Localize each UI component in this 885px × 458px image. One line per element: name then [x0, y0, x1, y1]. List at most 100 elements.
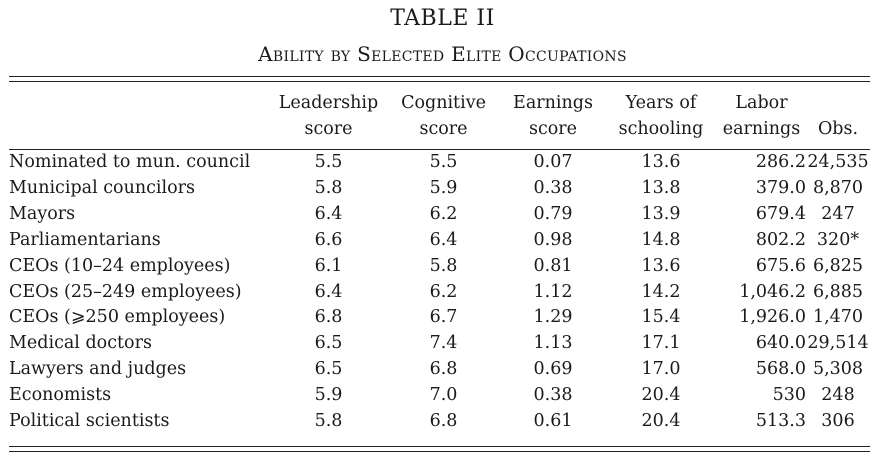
- cell-labor-earnings: 675.6: [755, 255, 806, 276]
- table-caption: Ability by Selected Elite Occupations: [258, 42, 627, 66]
- table-row: Nominated to mun. council 5.5 5.5 0.07 13.6 2…: [9, 150, 870, 176]
- cell-leadership: 6.8: [314, 307, 343, 328]
- cell-cognitive: 6.8: [429, 359, 458, 380]
- cell-obs: 24,535: [807, 152, 869, 172]
- cell-leadership: 6.1: [314, 255, 343, 276]
- header-row: Leadership score Cognitive score Earnings s…: [9, 88, 870, 150]
- cell-obs: 306: [821, 411, 855, 432]
- cell-schooling: 13.8: [641, 177, 681, 198]
- table-row: Medical doctors 6.5 7.4 1.13 17.1 640.0 29,514: [9, 331, 870, 357]
- cell-cognitive: 5.8: [429, 255, 458, 276]
- row-label: Economists: [9, 385, 112, 406]
- cell-cognitive: 6.7: [429, 307, 458, 328]
- cell-obs: 248: [821, 385, 855, 406]
- table-row: CEOs (⩾250 employees) 6.8 6.7 1.29 15.4 1,926…: [9, 305, 870, 331]
- cell-earnings-score: 0.38: [533, 177, 573, 198]
- cell-labor-earnings: 530: [772, 385, 806, 406]
- cell-leadership: 5.8: [314, 177, 343, 198]
- cell-cognitive: 7.4: [429, 333, 458, 354]
- cell-labor-earnings: 513.3: [755, 411, 806, 432]
- cell-obs: 247: [821, 203, 855, 224]
- top-rule-lower: [9, 81, 870, 82]
- cell-labor-earnings: 286.2: [755, 152, 806, 172]
- cell-earnings-score: 0.81: [533, 255, 573, 276]
- cell-labor-earnings: 1,046.2: [739, 281, 806, 302]
- row-label: CEOs (⩾250 employees): [9, 307, 226, 328]
- cell-cognitive: 6.2: [429, 281, 458, 302]
- cell-leadership: 6.4: [314, 203, 343, 224]
- table-row: CEOs (10–24 employees) 6.1 5.8 0.81 13.6 675.…: [9, 254, 870, 280]
- row-label: Medical doctors: [9, 333, 152, 354]
- column-header-schooling: Years of schooling: [605, 88, 717, 150]
- cell-cognitive: 5.5: [429, 152, 458, 172]
- table-row: Economists 5.9 7.0 0.38 20.4 530 248: [9, 383, 870, 409]
- table-row: Lawyers and judges 6.5 6.8 0.69 17.0 568.0 5,3…: [9, 357, 870, 383]
- cell-cognitive: 7.0: [429, 385, 458, 406]
- cell-earnings-score: 1.13: [533, 333, 573, 354]
- row-label: Mayors: [9, 203, 76, 224]
- cell-earnings-score: 1.29: [533, 307, 573, 328]
- cell-leadership: 6.5: [314, 359, 343, 380]
- table-title: TABLE II: [390, 6, 495, 31]
- column-header-label: [9, 88, 271, 150]
- top-rule-upper: [9, 76, 870, 77]
- cell-schooling: 20.4: [641, 411, 681, 432]
- column-header-obs: Obs.: [806, 88, 870, 150]
- row-label: Parliamentarians: [9, 229, 161, 250]
- column-header-leadership: Leadership score: [271, 88, 386, 150]
- column-header-earnings-score: Earnings score: [501, 88, 605, 150]
- row-label: CEOs (25–249 employees): [9, 281, 242, 302]
- bottom-rule-lower: [9, 451, 870, 452]
- bottom-rule-upper: [9, 446, 870, 447]
- cell-schooling: 15.4: [641, 307, 681, 328]
- cell-leadership: 6.5: [314, 333, 343, 354]
- cell-schooling: 13.6: [641, 152, 681, 172]
- cell-obs: 6,885: [812, 281, 864, 302]
- cell-obs: 320*: [816, 229, 860, 250]
- cell-obs: 1,470: [812, 307, 864, 328]
- row-label: Nominated to mun. council: [9, 152, 251, 172]
- cell-labor-earnings: 640.0: [755, 333, 806, 354]
- table-row: Parliamentarians 6.6 6.4 0.98 14.8 802.2 320*: [9, 228, 870, 254]
- cell-labor-earnings: 1,926.0: [739, 307, 806, 328]
- column-header-labor-earnings: Labor earnings: [717, 88, 806, 150]
- cell-labor-earnings: 802.2: [755, 229, 806, 250]
- table-row: Political scientists 5.8 6.8 0.61 20.4 513.3 3…: [9, 409, 870, 435]
- cell-obs: 5,308: [812, 359, 864, 380]
- cell-leadership: 6.6: [314, 229, 343, 250]
- cell-schooling: 17.1: [641, 333, 681, 354]
- cell-schooling: 13.6: [641, 255, 681, 276]
- table-row: CEOs (25–249 employees) 6.4 6.2 1.12 14.2 1,0…: [9, 280, 870, 306]
- cell-earnings-score: 0.98: [533, 229, 573, 250]
- column-header-cognitive: Cognitive score: [386, 88, 501, 150]
- cell-leadership: 5.5: [314, 152, 343, 172]
- cell-labor-earnings: 679.4: [755, 203, 806, 224]
- table-row: Mayors 6.4 6.2 0.79 13.9 679.4 247: [9, 202, 870, 228]
- cell-leadership: 6.4: [314, 281, 343, 302]
- cell-schooling: 20.4: [641, 385, 681, 406]
- cell-obs: 29,514: [807, 333, 869, 354]
- cell-earnings-score: 0.07: [533, 152, 573, 172]
- cell-cognitive: 5.9: [429, 177, 458, 198]
- cell-earnings-score: 0.38: [533, 385, 573, 406]
- cell-obs: 6,825: [812, 255, 864, 276]
- table-body: Nominated to mun. council 5.5 5.5 0.07 13.6 2…: [9, 150, 870, 435]
- cell-cognitive: 6.4: [429, 229, 458, 250]
- cell-earnings-score: 1.12: [533, 281, 573, 302]
- cell-obs: 8,870: [812, 177, 864, 198]
- row-label: Lawyers and judges: [9, 359, 187, 380]
- cell-labor-earnings: 379.0: [755, 177, 806, 198]
- row-label: Municipal councilors: [9, 177, 196, 198]
- cell-earnings-score: 0.79: [533, 203, 573, 224]
- cell-schooling: 13.9: [641, 203, 681, 224]
- ability-table: Leadership score Cognitive score Earnings s…: [9, 88, 870, 435]
- cell-schooling: 14.2: [641, 281, 681, 302]
- cell-cognitive: 6.8: [429, 411, 458, 432]
- cell-cognitive: 6.2: [429, 203, 458, 224]
- cell-schooling: 14.8: [641, 229, 681, 250]
- cell-leadership: 5.8: [314, 411, 343, 432]
- row-label: CEOs (10–24 employees): [9, 255, 231, 276]
- cell-leadership: 5.9: [314, 385, 343, 406]
- cell-earnings-score: 0.61: [533, 411, 573, 432]
- cell-schooling: 17.0: [641, 359, 681, 380]
